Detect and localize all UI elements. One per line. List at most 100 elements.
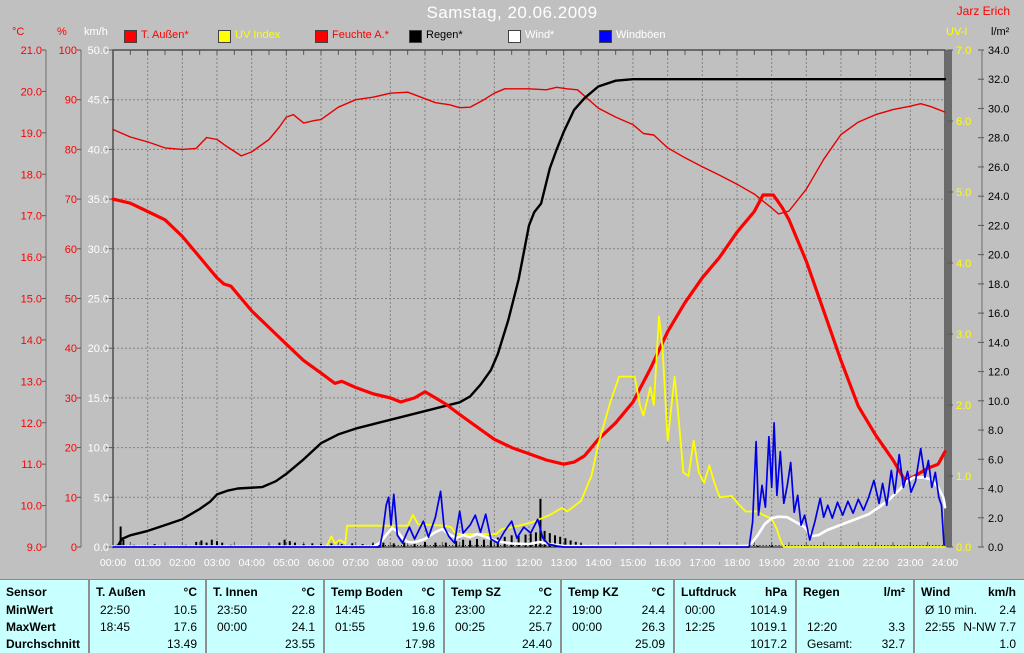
cell-value: 1017.2 — [750, 636, 787, 651]
cell-value: 10.5 — [173, 602, 197, 617]
x-tick-label: 18:00 — [724, 557, 750, 569]
axis-tick-label-rain: 22.0 — [988, 220, 1009, 232]
axis-tick-label-pct: 40 — [65, 343, 77, 355]
cell-left: Temp SZ — [451, 584, 501, 599]
series-uv-index — [112, 315, 946, 548]
rain-rate-bar — [770, 545, 773, 547]
rain-rate-bar — [517, 536, 520, 547]
axis-tick-label-pct: 100 — [59, 45, 77, 57]
cell-value: 19.6 — [411, 619, 435, 634]
table-row-label: Sensor — [6, 584, 47, 599]
cell-value: 1019.1 — [750, 619, 787, 634]
rain-rate-bar — [756, 545, 759, 547]
cell-left: Regen — [803, 584, 840, 599]
cell-left: Temp KZ — [568, 584, 619, 599]
axis-tick-label-temp: 11.0 — [21, 459, 42, 471]
x-tick-label: 07:00 — [343, 557, 369, 569]
axis-tick-label-pct: 70 — [65, 194, 77, 206]
axis-tick-label-pct: 20 — [65, 443, 77, 455]
cell-left: 00:00 — [217, 619, 248, 634]
table-header-row: Temp KZ °C — [562, 582, 673, 601]
table-header-row: Wind km/h — [915, 582, 1024, 601]
table-row: 00:00 26.3 — [562, 618, 673, 635]
cell-value: °C — [651, 584, 665, 599]
cell-value: 26.3 — [641, 619, 665, 634]
axis-tick-label-wind: 30.0 — [88, 244, 109, 256]
x-tick-label: 05:00 — [273, 557, 299, 569]
cell-value: N-NW 7.7 — [963, 619, 1016, 634]
axis-tick-label-wind: 10.0 — [88, 443, 109, 455]
axis-tick-label-uv: 1.0 — [956, 471, 971, 483]
cell-left: 01:55 — [335, 619, 366, 634]
rain-rate-bar — [288, 541, 291, 547]
axis-unit-humidity: % — [57, 26, 67, 38]
axis-tick-label-wind: 50.0 — [88, 45, 109, 57]
x-tick-label: 02:00 — [169, 557, 195, 569]
axis-tick-label-temp: 16.0 — [21, 252, 42, 264]
table-row: 25.09 — [562, 635, 673, 652]
cell-value: 23.55 — [284, 636, 315, 651]
rain-rate-bar — [462, 539, 465, 547]
station-owner-label: Jarz Erich — [956, 4, 1010, 18]
cell-value: 1.0 — [999, 636, 1016, 651]
table-row: 23:00 22.2 — [445, 601, 560, 618]
table-row: 1017.2 — [675, 635, 795, 652]
series-feuchte-a- — [112, 86, 946, 215]
axis-tick-label-temp: 21.0 — [21, 45, 42, 57]
table-row: 00:25 25.7 — [445, 618, 560, 635]
cell-left: Temp Boden — [331, 584, 403, 599]
table-column-wind: Wind km/h Ø 10 min. 2.4 22:55 N-NW 7.7 1.0 — [913, 580, 1024, 653]
rain-rate-bar — [548, 533, 551, 547]
axis-tick-label-uv: 6.0 — [956, 116, 971, 128]
cell-value: 17.6 — [173, 619, 197, 634]
rain-rate-bar — [294, 542, 296, 547]
axis-tick-label-uv: 7.0 — [956, 45, 971, 57]
axis-tick-label-wind: 40.0 — [88, 144, 109, 156]
axis-tick-label-temp: 20.0 — [21, 86, 42, 98]
chart-legend: T. Außen* UV Index Feuchte A.* Regen* Wind* W… — [0, 28, 1024, 44]
cell-left: T. Innen — [213, 584, 258, 599]
axis-tick-label-rain: 28.0 — [988, 133, 1009, 145]
cell-left: 23:50 — [217, 602, 248, 617]
axis-unit-temp: °C — [12, 26, 25, 38]
rain-rate-bar — [283, 539, 286, 547]
cell-left: Luftdruck — [681, 584, 737, 599]
table-header-row: T. Außen °C — [90, 582, 205, 601]
table-row: 23:50 22.8 — [207, 601, 323, 618]
axis-tick-label-pct: 30 — [65, 393, 77, 405]
x-tick-label: 15:00 — [620, 557, 646, 569]
cell-value: °C — [538, 584, 552, 599]
table-row: Gesamt: 32.7 — [797, 635, 913, 652]
table-row-label: MinWert — [6, 602, 54, 617]
rain-rate-bar — [200, 540, 203, 547]
cell-left: 22:50 — [100, 602, 131, 617]
table-column-t-au-en: T. Außen °C 22:50 10.5 18:45 17.6 13.49 — [88, 580, 205, 653]
cell-value: 24.4 — [641, 602, 665, 617]
table-row: 17.98 — [325, 635, 443, 652]
axis-tick-label-rain: 16.0 — [988, 308, 1009, 320]
axis-tick-label-uv: 4.0 — [956, 258, 971, 270]
axis-tick-label-rain: 4.0 — [988, 484, 1003, 496]
rain-rate-bar — [489, 538, 492, 547]
x-tick-label: 22:00 — [863, 557, 889, 569]
axis-tick-label-rain: 12.0 — [988, 367, 1009, 379]
rain-rate-bar — [122, 539, 125, 547]
axis-tick-label-rain: 0.0 — [988, 542, 1003, 554]
table-header-row: Luftdruck hPa — [675, 582, 795, 601]
x-tick-label: 01:00 — [135, 557, 161, 569]
legend-swatch — [508, 30, 521, 43]
cell-left: 14:45 — [335, 602, 366, 617]
legend-swatch — [315, 30, 328, 43]
axis-tick-label-pct: 0 — [71, 542, 77, 554]
axis-tick-label-rain: 26.0 — [988, 162, 1009, 174]
rain-rate-bar — [469, 540, 472, 547]
axis-tick-label-temp: 14.0 — [21, 335, 42, 347]
legend-swatch — [409, 30, 422, 43]
table-row: 23.55 — [207, 635, 323, 652]
cell-value: °C — [301, 584, 315, 599]
table-row-label: Durchschnitt — [6, 636, 81, 651]
axis-tick-label-wind: 5.0 — [94, 492, 109, 504]
rain-rate-bar — [539, 498, 542, 547]
cell-value: 25.7 — [528, 619, 552, 634]
table-header-row: Temp SZ °C — [445, 582, 560, 601]
